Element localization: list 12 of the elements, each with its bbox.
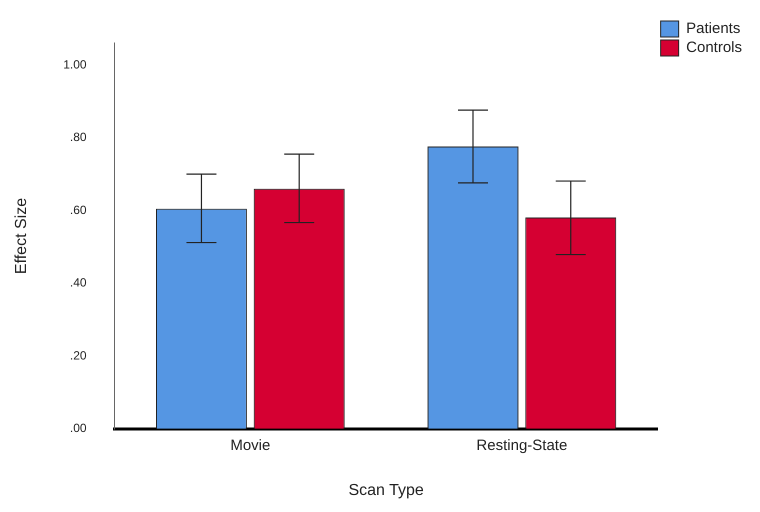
x-axis-title: Scan Type bbox=[348, 482, 424, 499]
x-tick-label: Resting-State bbox=[476, 436, 568, 454]
legend-label: Controls bbox=[686, 39, 742, 56]
y-tick-label: .40 bbox=[70, 276, 87, 290]
y-tick-label: .00 bbox=[70, 421, 87, 436]
x-tick-label: Movie bbox=[230, 436, 270, 454]
y-tick-label: .60 bbox=[70, 202, 87, 217]
y-tick-label: .80 bbox=[70, 130, 87, 144]
y-tick-label: .20 bbox=[70, 348, 87, 362]
legend-label: Patients bbox=[686, 20, 740, 38]
y-axis-title: Effect Size bbox=[13, 198, 30, 274]
y-tick-label: 1.00 bbox=[63, 57, 87, 72]
